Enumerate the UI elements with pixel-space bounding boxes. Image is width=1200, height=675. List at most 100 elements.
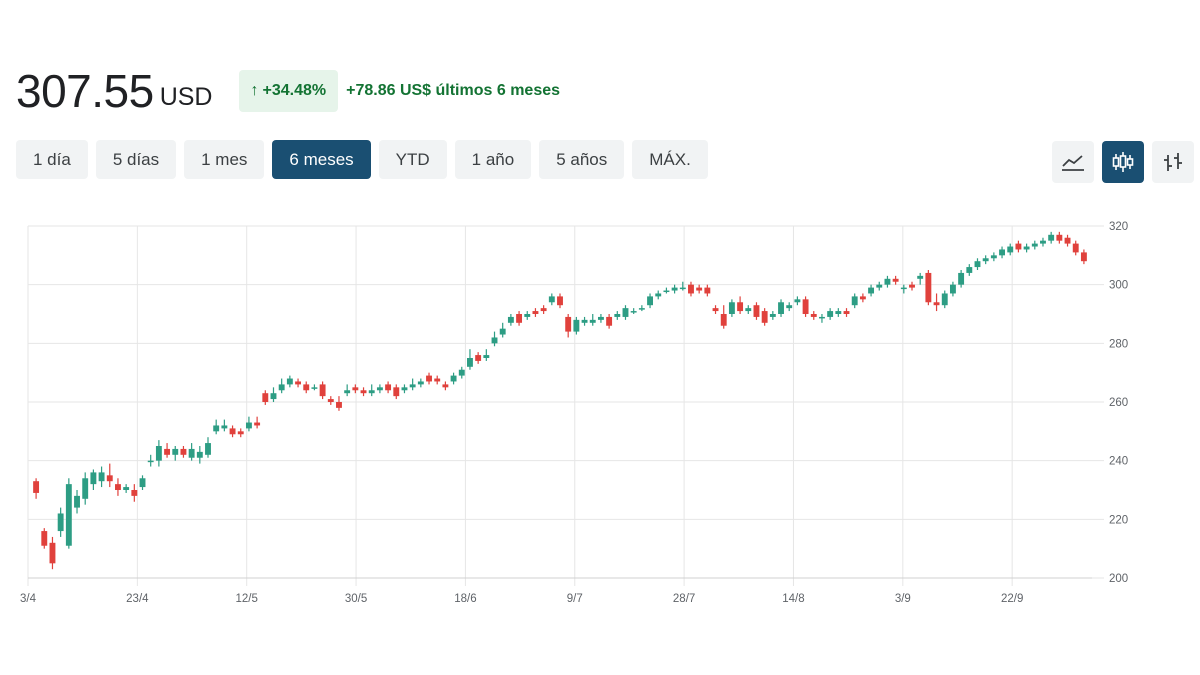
candle bbox=[507, 314, 514, 326]
candle bbox=[638, 305, 645, 312]
candle-body bbox=[41, 531, 48, 546]
candle bbox=[270, 387, 277, 402]
candle bbox=[679, 281, 686, 291]
candle-body bbox=[90, 472, 97, 485]
candle-body bbox=[311, 387, 318, 389]
range-button-6[interactable]: 5 años bbox=[539, 140, 625, 179]
candle-body bbox=[524, 314, 531, 317]
candle bbox=[990, 252, 997, 262]
line-chart-button[interactable] bbox=[1052, 141, 1094, 183]
y-tick-label: 260 bbox=[1109, 397, 1128, 409]
candle bbox=[491, 331, 498, 347]
candle bbox=[360, 387, 367, 397]
range-button-2[interactable]: 1 mes bbox=[184, 140, 265, 179]
candle-body bbox=[745, 308, 752, 312]
candle-body bbox=[123, 487, 130, 490]
candle-body bbox=[876, 284, 883, 288]
candle-body bbox=[49, 542, 56, 564]
candle bbox=[819, 314, 825, 323]
range-button-0[interactable]: 1 día bbox=[16, 140, 88, 179]
candle bbox=[188, 443, 195, 461]
candle bbox=[254, 416, 261, 429]
candle bbox=[1015, 240, 1022, 253]
range-button-4[interactable]: YTD bbox=[378, 140, 447, 179]
line-chart-icon bbox=[1062, 155, 1084, 171]
candle-body bbox=[1015, 243, 1022, 250]
candle bbox=[589, 314, 596, 326]
candle bbox=[778, 299, 784, 317]
candle bbox=[548, 293, 555, 306]
candle-body bbox=[205, 443, 211, 455]
candle bbox=[237, 428, 244, 438]
candle bbox=[917, 272, 924, 285]
candle-body bbox=[892, 278, 899, 282]
candle-body bbox=[712, 308, 719, 312]
change-percent-badge: ↑ +34.48% bbox=[238, 70, 339, 112]
candle-body bbox=[819, 316, 825, 319]
candle bbox=[999, 246, 1005, 259]
y-tick-label: 280 bbox=[1109, 338, 1128, 350]
candle-body bbox=[933, 302, 940, 306]
x-axis-ticks: 3/4 23/4 12/5 30/5 18/6 9/7 28/7 14/8 3/9 22/9 bbox=[20, 593, 1023, 605]
arrow-up-icon: ↑ bbox=[250, 82, 259, 99]
candle bbox=[720, 305, 727, 329]
candle-body bbox=[696, 287, 703, 291]
time-range-selector: 1 día 5 días 1 mes 6 meses YTD 1 año 5 años MÁX… bbox=[16, 140, 708, 179]
candle bbox=[704, 284, 711, 297]
candle bbox=[336, 396, 342, 411]
candle-body bbox=[376, 387, 383, 391]
candle bbox=[786, 302, 793, 312]
candle bbox=[794, 296, 801, 306]
candle bbox=[278, 378, 285, 394]
candle bbox=[352, 384, 359, 394]
candle bbox=[262, 390, 269, 405]
range-button-3[interactable]: 6 meses bbox=[272, 140, 371, 179]
candle bbox=[385, 381, 392, 394]
candle bbox=[622, 305, 629, 320]
candle-body bbox=[532, 311, 539, 314]
y-tick-label: 200 bbox=[1109, 573, 1128, 585]
ohlc-bars-button[interactable] bbox=[1152, 141, 1194, 183]
candle bbox=[1048, 231, 1055, 244]
range-button-1[interactable]: 5 días bbox=[95, 140, 177, 179]
candle-body bbox=[74, 495, 80, 508]
candle bbox=[245, 416, 252, 432]
candle-body bbox=[65, 484, 72, 546]
candlestick-button[interactable] bbox=[1102, 141, 1144, 183]
candle-body bbox=[597, 316, 604, 320]
candle-body bbox=[859, 296, 866, 300]
candle-body bbox=[229, 428, 236, 435]
candle bbox=[810, 311, 817, 320]
candle-body bbox=[475, 355, 482, 361]
candle-body bbox=[565, 316, 572, 332]
candle-body bbox=[843, 311, 850, 314]
y-tick-label: 220 bbox=[1109, 514, 1128, 526]
candle-body bbox=[188, 448, 195, 458]
candle bbox=[106, 463, 113, 488]
range-button-5[interactable]: 1 año bbox=[454, 140, 532, 179]
candlestick-chart[interactable]: 200 220 240 260 280 300 320 3/4 23/4 12/5 30/5 18/… bbox=[0, 200, 1200, 620]
change-absolute: +78.86 US$ últimos 6 meses bbox=[346, 82, 561, 99]
range-button-7[interactable]: MÁX. bbox=[632, 140, 708, 179]
price-header: 307.55 USD ↑ +34.48% +78.86 US$ últimos … bbox=[16, 66, 560, 116]
candle bbox=[319, 381, 326, 400]
candle-body bbox=[344, 390, 351, 394]
candle bbox=[835, 308, 842, 317]
candle-body bbox=[630, 311, 637, 313]
candle bbox=[368, 384, 375, 397]
candle bbox=[450, 372, 457, 385]
candle bbox=[467, 349, 473, 370]
candle bbox=[180, 446, 187, 458]
candle-body bbox=[688, 284, 694, 294]
candle bbox=[286, 375, 293, 388]
candle-body bbox=[401, 387, 408, 391]
candle bbox=[409, 378, 416, 391]
candle-body bbox=[802, 299, 809, 314]
candle-body bbox=[303, 384, 310, 391]
candle bbox=[311, 384, 318, 391]
candle-body bbox=[164, 448, 171, 455]
candle bbox=[516, 311, 523, 326]
x-tick-label: 30/5 bbox=[345, 593, 367, 605]
candle-body bbox=[949, 284, 956, 294]
candle-body bbox=[786, 305, 793, 309]
